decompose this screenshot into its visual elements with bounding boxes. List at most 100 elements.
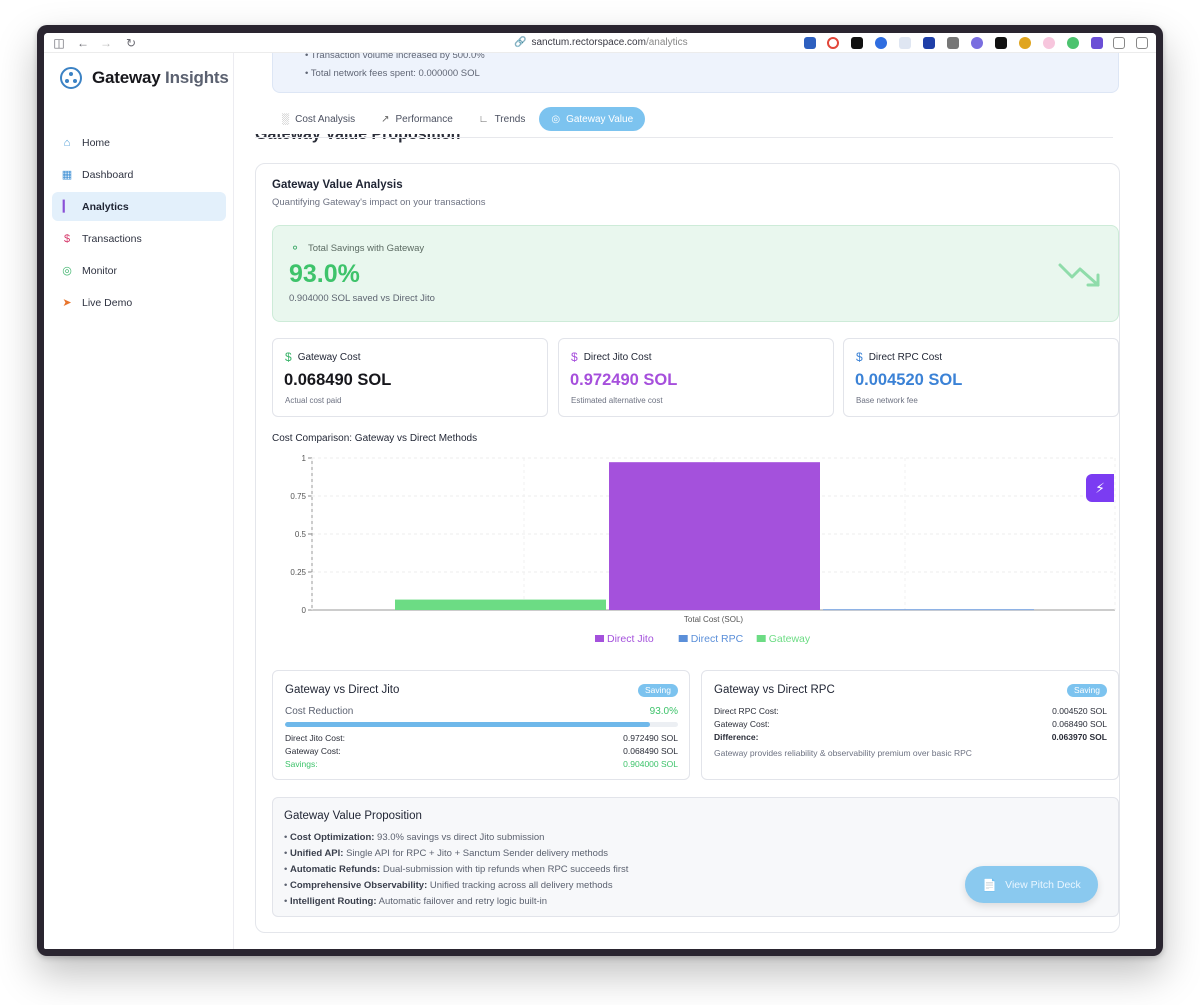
back-icon[interactable]: ←: [77, 36, 89, 50]
extension-icon[interactable]: [899, 37, 911, 49]
list-item: • Comprehensive Observability: Unified t…: [284, 880, 613, 891]
forward-icon[interactable]: →: [100, 36, 112, 50]
sidebar-item-label: Live Demo: [82, 296, 133, 309]
terminal-extension-icon[interactable]: [995, 37, 1007, 49]
extension-icon[interactable]: [923, 37, 935, 49]
gateway-cost-row: Gateway Cost: 0.068490 SOL: [285, 746, 678, 756]
sidebar-item-home[interactable]: ⌂ Home: [52, 128, 226, 157]
row-label: Gateway Cost:: [714, 719, 770, 729]
legend-entry: Gateway: [769, 633, 811, 645]
extension-icon[interactable]: [947, 37, 959, 49]
sidebar-item-label: Home: [82, 136, 111, 149]
extension-icon[interactable]: [804, 37, 816, 49]
tab-cost-analysis[interactable]: ░ Cost Analysis: [270, 107, 367, 131]
trending-down-icon: [1058, 263, 1100, 287]
cost-card-caption: Actual cost paid: [285, 396, 342, 405]
gateway-cost-card: $ Gateway Cost 0.068490 SOL Actual cost p…: [272, 338, 548, 417]
list-item: • Automatic Refunds: Dual-submission wit…: [284, 864, 629, 875]
browser-window: ◫ ← → ↻ 🔗 sanctum.rectorspace.com/analyti…: [37, 25, 1163, 956]
sidebar-item-transactions[interactable]: $ Transactions: [52, 224, 226, 253]
url-host: sanctum.rectorspace.com: [531, 37, 646, 48]
item-text: Automatic failover and retry logic built…: [376, 896, 548, 907]
note-text: Gateway provides reliability & observabi…: [714, 748, 972, 758]
legend-swatch: [678, 635, 688, 642]
sidebar: Gateway Insights ⌂ Home ▦ Dashboard ▎ Analy…: [44, 53, 234, 949]
cost-card-value: 0.972490 SOL: [570, 371, 678, 389]
row-label: Difference:: [714, 732, 759, 742]
brand-main: Gateway: [92, 68, 161, 87]
brand[interactable]: Gateway Insights: [60, 67, 229, 89]
chart-title: Cost Comparison: Gateway vs Direct Metho…: [272, 433, 478, 444]
cost-reduction-progress: [285, 722, 678, 727]
legend-entry: Direct RPC: [691, 633, 744, 645]
extension-icon[interactable]: [1019, 37, 1031, 49]
total-savings-panel: ⚬ Total Savings with Gateway 93.0% 0.904…: [272, 225, 1119, 322]
gateway-cost-row: Gateway Cost: 0.068490 SOL: [714, 719, 1107, 729]
legend-swatch: [756, 635, 766, 642]
grid-icon: ▦: [61, 169, 73, 181]
item-heading: Comprehensive Observability:: [289, 880, 428, 891]
sidebar-toggle-icon[interactable]: ◫: [53, 36, 65, 50]
list-item: • Intelligent Routing: Automatic failove…: [284, 896, 548, 907]
item-text: Unified tracking across all delivery met…: [427, 880, 613, 891]
extension-icon[interactable]: [1043, 37, 1055, 49]
progress-fill: [285, 722, 651, 727]
address-bar[interactable]: 🔗 sanctum.rectorspace.com/analytics: [514, 36, 688, 50]
gateway-vs-rpc-card: Gateway vs Direct RPC Saving Direct RPC …: [701, 670, 1119, 780]
row-value: 0.063970 SOL: [1051, 732, 1107, 742]
extension-icon[interactable]: [971, 37, 983, 49]
award-icon: ⚬: [290, 241, 301, 255]
row-label: Direct Jito Cost:: [285, 733, 345, 743]
tab-performance[interactable]: ↗ Performance: [369, 107, 465, 131]
sidebar-item-analytics[interactable]: ▎ Analytics: [52, 192, 226, 221]
sidebar-item-dashboard[interactable]: ▦ Dashboard: [52, 160, 226, 189]
split-view-icon[interactable]: [1136, 37, 1148, 49]
value-prop-list: • Cost Optimization: 93.0% savings vs di…: [284, 830, 628, 910]
link-icon: 🔗: [514, 37, 527, 48]
sidebar-item-label: Dashboard: [82, 168, 134, 181]
reduction-label: Cost Reduction: [285, 706, 354, 717]
insights-note: • Transaction volume increased by 500.0%…: [272, 53, 1119, 93]
y-tick-label: 0.25: [290, 568, 306, 577]
extension-icon[interactable]: [827, 37, 839, 49]
item-heading: Intelligent Routing:: [289, 896, 377, 907]
extensions-menu-icon[interactable]: [1113, 37, 1125, 49]
tab-gateway-value[interactable]: ◎ Gateway Value: [539, 107, 646, 131]
saving-badge: Saving: [1067, 684, 1107, 697]
extension-icon[interactable]: [851, 37, 863, 49]
sidebar-item-monitor[interactable]: ◎ Monitor: [52, 256, 226, 285]
bar-gateway: [395, 599, 606, 610]
line-chart-icon: ∟: [478, 113, 489, 125]
item-text: 93.0% savings vs direct Jito submission: [374, 832, 545, 843]
rpc-note: Gateway provides reliability & observabi…: [714, 748, 1107, 758]
extension-icon[interactable]: [1067, 37, 1079, 49]
insight-line: • Total network fees spent: 0.000000 SOL: [305, 68, 480, 79]
reload-icon[interactable]: ↻: [125, 36, 137, 50]
sidebar-item-live-demo[interactable]: ➤ Live Demo: [52, 288, 226, 317]
row-label: Gateway Cost:: [285, 746, 341, 756]
view-pitch-deck-button[interactable]: 📄 View Pitch Deck: [965, 866, 1098, 903]
direct-rpc-cost-card: $ Direct RPC Cost 0.004520 SOL Base netwo…: [843, 338, 1119, 417]
tab-label: Performance: [395, 113, 453, 125]
document-icon: 📄: [982, 877, 998, 892]
analysis-subtitle: Quantifying Gateway's impact on your tra…: [272, 197, 486, 208]
extension-icon[interactable]: [1091, 37, 1103, 49]
tab-trends[interactable]: ∟ Trends: [467, 107, 538, 131]
cost-card-title: Direct RPC Cost: [868, 351, 943, 363]
y-tick-label: 0.5: [295, 530, 307, 539]
row-value: 0.004520 SOL: [1052, 706, 1107, 716]
extension-icon[interactable]: [875, 37, 887, 49]
value-proposition-panel: Gateway Value Proposition • Cost Optimiz…: [272, 797, 1119, 917]
saving-badge: Saving: [638, 684, 678, 697]
url-path: /analytics: [645, 37, 688, 48]
sidebar-item-label: Analytics: [82, 200, 129, 213]
cost-comparison-chart: 0 0.25 0.5 0.75 1 Total Cost (SOL) Direct Jito…: [290, 454, 1116, 645]
home-icon: ⌂: [63, 136, 71, 149]
insight-line: • Transaction volume increased by 500.0%: [305, 53, 485, 61]
browser-content: ◫ ← → ↻ 🔗 sanctum.rectorspace.com/analyti…: [44, 33, 1156, 949]
lightning-widget-button[interactable]: ⚡: [1086, 474, 1114, 502]
cost-reduction-row: Cost Reduction 93.0%: [285, 706, 678, 717]
sidebar-item-label: Transactions: [82, 232, 142, 245]
row-value: 0.972490 SOL: [623, 733, 678, 743]
direct-jito-cost-card: $ Direct Jito Cost 0.972490 SOL Estimated…: [558, 338, 834, 417]
